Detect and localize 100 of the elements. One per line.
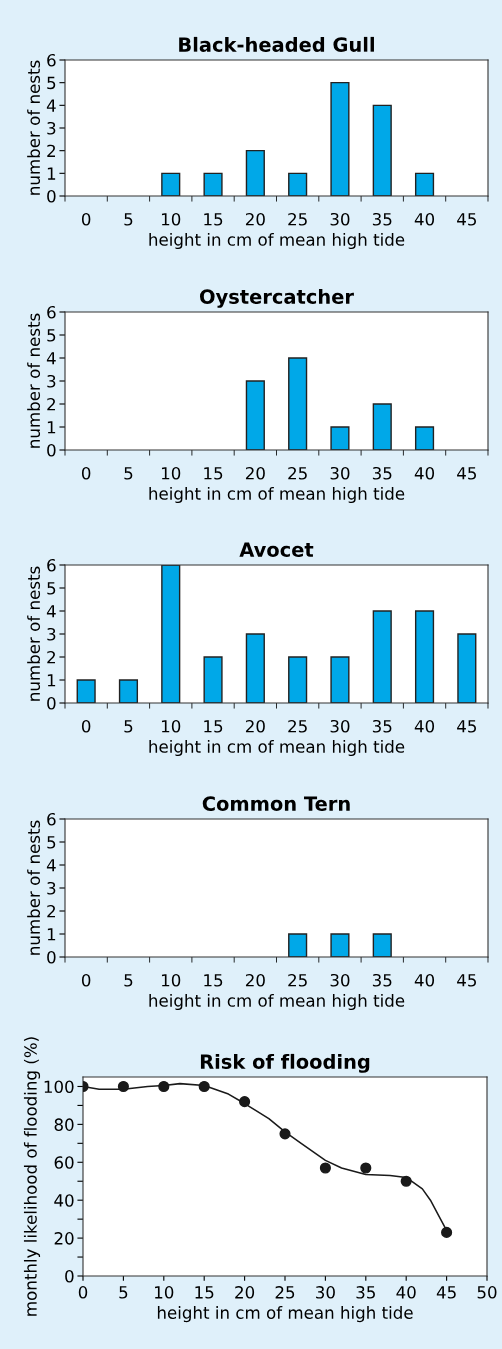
bar: [330, 426, 350, 450]
x-tick-label: 25: [288, 466, 307, 480]
point: [239, 1096, 251, 1108]
x-tick-label: 35: [372, 973, 392, 987]
bar: [203, 172, 223, 196]
x-tick-label: 45: [457, 213, 476, 226]
x-tick-label: 25: [275, 1286, 295, 1299]
x-tick-label: 5: [124, 467, 133, 480]
y-tick-label: 1: [47, 928, 56, 941]
y-tick-label: 5: [47, 582, 56, 595]
y-tick-label: 1: [47, 167, 56, 180]
x-axis-title: height in cm of mean high tide: [149, 993, 405, 1011]
x-tick-label: 15: [204, 213, 223, 226]
x-tick-label: 25: [288, 719, 307, 733]
x-tick-label: 10: [161, 212, 181, 226]
y-tick-label: 0: [47, 189, 56, 203]
chart-title: Avocet: [239, 542, 314, 557]
y-tick-label: 100: [44, 1080, 74, 1094]
x-tick-label: 5: [124, 213, 133, 226]
x-tick-label: 20: [235, 1286, 255, 1299]
x-tick-label: 0: [81, 719, 91, 733]
y-tick-label: 6: [47, 53, 56, 67]
x-tick-label: 0: [81, 212, 91, 226]
y-tick-label: 0: [47, 696, 56, 710]
x-tick-label: 45: [457, 467, 476, 480]
x-tick-label: 35: [372, 212, 392, 226]
x-tick-label: 20: [245, 719, 265, 733]
bar: [76, 679, 96, 703]
x-tick-label: 45: [457, 974, 476, 987]
x-tick-label: 30: [330, 466, 350, 480]
x-tick-label: 0: [81, 973, 91, 987]
y-tick-label: 40: [54, 1194, 74, 1207]
bar: [203, 656, 223, 703]
y-axis-title: monthly likelihood of flooding (%): [23, 1037, 41, 1316]
y-tick-label: 3: [47, 121, 56, 135]
y-axis-title: number of nests: [27, 820, 41, 955]
x-axis-title: height in cm of mean high tide: [149, 232, 405, 250]
x-tick-label: 5: [124, 974, 133, 987]
y-tick-label: 3: [47, 374, 56, 388]
bar: [372, 104, 392, 196]
x-tick-label: 30: [316, 1286, 335, 1299]
y-tick-label: 3: [47, 881, 56, 895]
x-tick-label: 35: [356, 1286, 375, 1299]
x-tick-label: 10: [161, 466, 181, 480]
x-tick-label: 35: [372, 466, 392, 480]
y-tick-label: 5: [47, 76, 56, 90]
y-axis-title: number of nests: [27, 566, 41, 701]
y-axis-title: number of nests: [27, 313, 41, 448]
x-tick-label: 10: [155, 1286, 174, 1299]
x-axis-title: height in cm of mean high tide: [149, 486, 405, 504]
bar: [372, 403, 392, 450]
bar: [245, 380, 265, 450]
x-tick-label: 30: [330, 973, 350, 987]
x-tick-label: 15: [204, 974, 223, 987]
y-tick-label: 4: [46, 859, 56, 872]
chart-title: Oystercatcher: [200, 288, 354, 308]
bar: [457, 633, 477, 703]
bar: [161, 565, 181, 703]
y-tick-label: 2: [47, 650, 55, 664]
y-tick-label: 1: [47, 421, 56, 434]
x-tick-label: 5: [124, 720, 133, 733]
bar: [288, 357, 308, 450]
bar: [330, 656, 350, 703]
y-tick-label: 0: [65, 1269, 74, 1283]
x-tick-label: 20: [245, 973, 265, 987]
x-tick-label: 40: [414, 466, 435, 480]
bar: [161, 172, 181, 196]
bar: [245, 633, 265, 703]
x-tick-label: 20: [245, 466, 265, 480]
bar: [414, 610, 435, 703]
bar: [288, 172, 308, 196]
point: [117, 1080, 129, 1093]
point: [360, 1162, 372, 1174]
y-tick-label: 6: [47, 812, 56, 826]
y-tick-label: 5: [47, 836, 56, 849]
chart-title: Common Tern: [202, 796, 350, 811]
x-tick-label: 40: [414, 212, 435, 226]
bar: [414, 172, 435, 196]
y-tick-label: 80: [54, 1118, 74, 1131]
y-tick-label: 2: [47, 397, 55, 411]
x-tick-label: 20: [245, 212, 265, 226]
x-tick-label: 15: [204, 467, 223, 480]
x-tick-label: 45: [457, 720, 476, 733]
point: [441, 1226, 453, 1238]
x-tick-label: 35: [372, 719, 392, 733]
y-tick-label: 6: [47, 305, 56, 319]
y-axis-title: number of nests: [27, 60, 41, 195]
x-tick-label: 30: [330, 719, 350, 733]
y-tick-label: 2: [47, 904, 55, 918]
x-tick-label: 40: [414, 719, 435, 733]
y-tick-label: 6: [47, 558, 56, 572]
y-tick-label: 4: [46, 99, 56, 112]
x-axis-title: height in cm of mean high tide: [149, 739, 405, 757]
point: [319, 1162, 331, 1174]
x-tick-label: 10: [161, 719, 181, 733]
y-tick-label: 0: [47, 443, 56, 457]
x-tick-label: 40: [396, 1286, 416, 1299]
bar: [330, 81, 350, 196]
x-axis-title: height in cm of mean high tide: [157, 1306, 413, 1323]
point: [158, 1080, 170, 1093]
